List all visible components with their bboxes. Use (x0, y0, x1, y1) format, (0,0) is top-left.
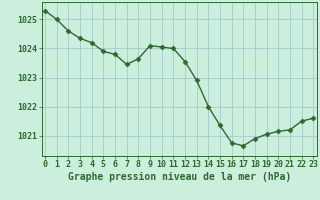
X-axis label: Graphe pression niveau de la mer (hPa): Graphe pression niveau de la mer (hPa) (68, 172, 291, 182)
